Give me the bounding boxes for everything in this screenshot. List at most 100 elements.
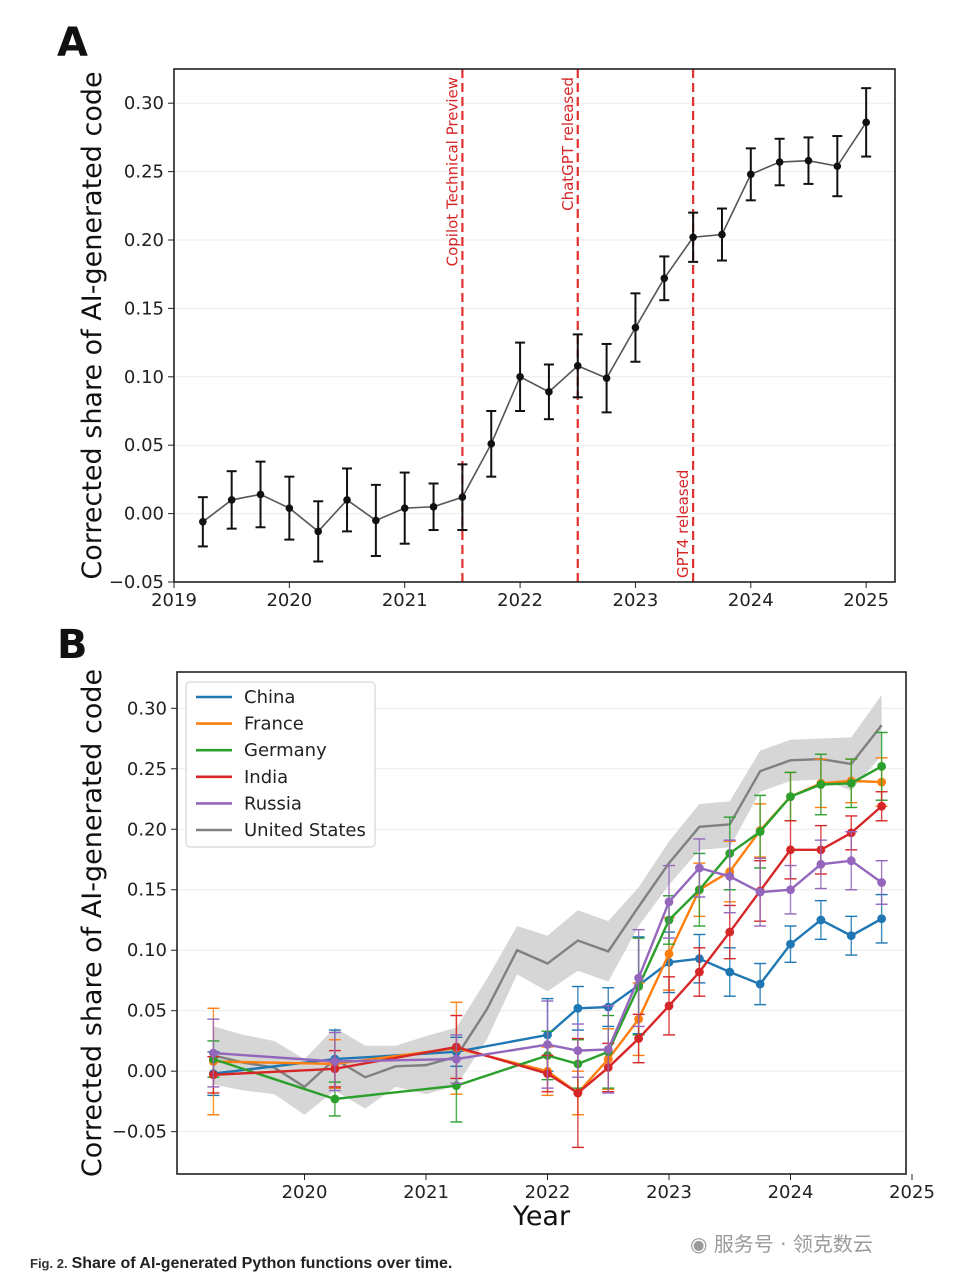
y-tick-label: 0.10 (127, 940, 167, 961)
caption-fig-label: Fig. 2. (30, 1256, 68, 1271)
series-line (202, 121, 867, 533)
panel-label-b: B (57, 622, 88, 668)
legend-label: Russia (244, 793, 302, 814)
legend-label: India (244, 767, 288, 788)
data-point (755, 887, 765, 897)
y-tick-label: 0.00 (127, 1061, 167, 1082)
data-point (343, 496, 351, 504)
y-tick-label: 0.10 (124, 367, 164, 388)
plot-frame (176, 671, 907, 1175)
x-tick-label: 2022 (525, 1182, 571, 1203)
x-tick-label: 2024 (768, 1182, 814, 1203)
data-point (602, 374, 611, 382)
data-point (877, 878, 887, 887)
y-axis-label: Corrected share of AI-generated code (77, 669, 108, 1177)
x-tick-label: 2020 (266, 590, 312, 611)
y-tick-label: −0.05 (109, 572, 164, 593)
panel-label-a: A (57, 20, 88, 66)
caption-title: Share of AI-generated Python functions o… (71, 1255, 453, 1272)
data-point (877, 801, 887, 811)
data-point (330, 1057, 340, 1066)
data-point (833, 162, 842, 170)
legend-label: Germany (244, 740, 327, 761)
data-point (516, 373, 524, 381)
x-tick-label: 2024 (728, 590, 774, 611)
data-point (573, 1046, 583, 1056)
data-point (725, 927, 735, 937)
data-point (804, 156, 813, 165)
legend: China France Germany India Russia United Stat… (185, 681, 376, 848)
y-tick-label: 0.25 (124, 162, 164, 183)
x-tick-label: 2023 (613, 590, 659, 611)
x-tick-label: 2022 (497, 590, 543, 611)
event-label: ChatGPT released (559, 77, 577, 211)
watermark: ◉ 服务号 · 领克数云 (690, 1228, 873, 1257)
data-point (208, 1048, 218, 1058)
event-label: GPT4 released (674, 470, 692, 578)
panel-b-plot: −0.05 0.00 0.05 0.10 0.15 0.20 0.25 0.30 2020 202… (77, 669, 935, 1232)
data-point (573, 1003, 583, 1013)
data-point (573, 362, 582, 370)
y-tick-label: 0.05 (127, 1001, 167, 1022)
x-tick-label: 2019 (151, 590, 197, 611)
data-point (694, 863, 704, 873)
legend-label: United States (244, 820, 366, 841)
data-point (718, 230, 726, 239)
y-tick-label: −0.05 (112, 1122, 167, 1143)
x-tick-label: 2023 (646, 1182, 692, 1203)
data-point (664, 1001, 674, 1011)
y-tick-label: 0.30 (127, 698, 167, 719)
legend-box (185, 681, 376, 848)
data-point (631, 323, 640, 332)
data-point (877, 761, 887, 771)
data-point (256, 490, 265, 499)
y-axis-label: Corrected share of AI-generated code (77, 71, 108, 579)
data-point (775, 158, 784, 166)
data-point (400, 504, 409, 512)
data-point (862, 118, 870, 127)
data-point (786, 885, 795, 895)
data-point (330, 1094, 340, 1104)
plot-frame (173, 68, 896, 583)
y-tick-label: 0.20 (124, 230, 164, 251)
y-tick-label: 0.20 (127, 819, 167, 840)
figure-caption: Fig. 2. Share of AI-generated Python func… (30, 1255, 452, 1273)
data-point (664, 897, 674, 907)
data-point (816, 859, 826, 869)
x-tick-label: 2021 (382, 590, 428, 611)
data-point (451, 1054, 461, 1064)
data-point (634, 1034, 644, 1043)
data-point (755, 979, 765, 989)
x-tick-label: 2025 (889, 1182, 935, 1203)
y-tick-label: 0.25 (127, 759, 167, 780)
data-point (877, 914, 887, 924)
data-point (816, 780, 826, 789)
legend-label: France (244, 714, 304, 735)
data-point (786, 845, 795, 855)
data-point (846, 778, 856, 788)
data-point (664, 949, 674, 959)
watermark-text: 服务号 · 领克数云 (713, 1232, 873, 1256)
x-tick-label: 2020 (282, 1182, 328, 1203)
x-tick-label: 2025 (843, 590, 889, 611)
legend-label: China (244, 687, 295, 708)
y-tick-label: 0.05 (124, 435, 164, 456)
data-point (487, 440, 496, 448)
x-tick-label: 2021 (403, 1182, 449, 1203)
data-point (573, 1088, 583, 1098)
y-tick-label: 0.15 (124, 298, 164, 319)
data-point (816, 915, 826, 925)
data-point (747, 170, 755, 179)
data-point (634, 973, 644, 983)
data-point (689, 233, 697, 242)
data-point (725, 967, 735, 977)
y-tick-label: 0.00 (124, 504, 164, 525)
data-point (227, 496, 236, 504)
data-point (755, 827, 765, 837)
series-russia (207, 830, 888, 1094)
data-point (545, 388, 553, 396)
y-tick-label: 0.30 (124, 93, 164, 114)
x-axis-label: Year (512, 1201, 571, 1232)
data-point (846, 856, 856, 866)
